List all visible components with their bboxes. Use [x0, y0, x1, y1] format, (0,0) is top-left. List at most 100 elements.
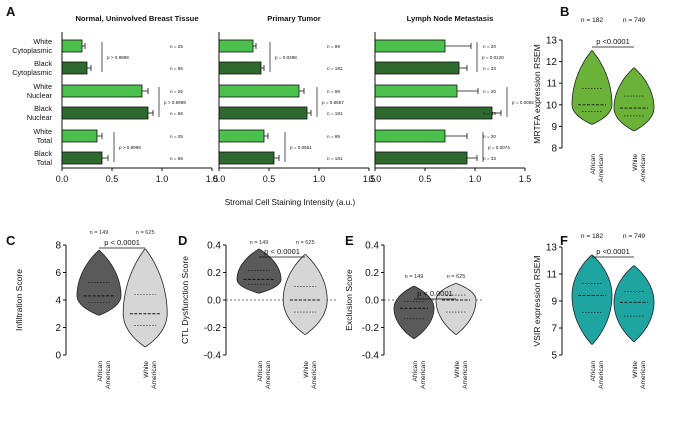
- y-axis-label: VSIR expression RSEM: [532, 255, 542, 346]
- bar: [374, 39, 446, 53]
- bar: [374, 106, 493, 120]
- n-label: n = 99: [327, 44, 340, 49]
- y-axis-label: MRTFA expression RSEM: [532, 44, 542, 144]
- x-tick-label: 0.0: [56, 174, 69, 184]
- panel-letter: C: [6, 233, 16, 248]
- violin-shape: [571, 50, 613, 125]
- n-label: n = 749: [623, 233, 646, 240]
- category-label-line: African: [412, 361, 419, 382]
- bar: [218, 151, 275, 165]
- subplot-title: Lymph Node Metastasis: [407, 14, 494, 23]
- y-tick-label: 0.4: [365, 241, 379, 252]
- category-label-line: American: [462, 361, 469, 389]
- y-tick-label: 0.2: [207, 268, 221, 279]
- n-label: n = 66: [170, 156, 183, 161]
- p-value-label: p = 0.0298: [275, 55, 297, 60]
- category-label: WhiteAmerican: [632, 361, 647, 389]
- n-label: n = 99: [327, 134, 340, 139]
- bar: [61, 84, 143, 98]
- panel-letter: D: [178, 233, 187, 248]
- category-label-line: White: [143, 361, 150, 378]
- category-label-line: African: [257, 361, 264, 382]
- n-label: n = 66: [170, 66, 183, 71]
- p-value-label: p > 0.9999: [164, 100, 186, 105]
- panel-letter: B: [560, 4, 569, 19]
- p-value-label: p = 0.0074: [488, 145, 510, 150]
- bar: [61, 129, 98, 143]
- y-axis-label: Infiltration Score: [14, 269, 24, 331]
- violin-shape: [236, 248, 282, 294]
- category-label: White Total: [33, 127, 52, 145]
- category-label-line: Cytoplasmic: [12, 46, 52, 55]
- category-label: AfricanAmerican: [97, 361, 112, 389]
- category-label-line: African: [590, 361, 597, 382]
- y-tick-label: 7: [551, 324, 557, 335]
- p-value-label: p <0.0001: [596, 247, 630, 256]
- category-label-line: American: [640, 361, 647, 389]
- x-tick-label: 1.0: [313, 174, 326, 184]
- violin-shape: [613, 265, 655, 342]
- category-label-line: American: [105, 361, 112, 389]
- category-label: AfricanAmerican: [590, 154, 605, 182]
- x-tick-label: 0.0: [213, 174, 226, 184]
- y-tick-label: 11: [547, 270, 558, 281]
- category-label-line: American: [598, 361, 605, 389]
- n-label: n = 99: [327, 89, 340, 94]
- bar: [61, 39, 83, 53]
- x-tick-label: 0.0: [369, 174, 382, 184]
- y-axis-label: CTL Dysfunction Score: [180, 256, 190, 344]
- bar: [374, 129, 446, 143]
- category-label: AfricanAmerican: [257, 361, 272, 389]
- y-tick-label: 0.0: [365, 296, 379, 307]
- panel-letter: E: [345, 233, 354, 248]
- n-label: n = 181: [327, 156, 343, 161]
- n-label: n = 149: [90, 230, 109, 236]
- x-axis-label: Stromal Cell Staining Intensity (a.u.): [225, 198, 356, 207]
- n-label: n = 625: [136, 230, 155, 236]
- x-tick-label: 0.5: [106, 174, 119, 184]
- y-tick-label: 11: [547, 79, 558, 90]
- bar: [374, 84, 458, 98]
- category-label-line: White: [33, 82, 52, 91]
- y-tick-label: 8: [551, 144, 557, 155]
- category-label-line: White: [632, 361, 639, 378]
- category-label-line: White: [454, 361, 461, 378]
- category-label: WhiteAmerican: [303, 361, 318, 389]
- panel-letter-a: A: [6, 4, 16, 19]
- x-tick-label: 1.5: [519, 174, 532, 184]
- y-axis-label: Exclusion Score: [344, 269, 354, 331]
- category-label-line: White: [33, 37, 52, 46]
- bar: [61, 151, 103, 165]
- p-value-label: p = 0.6657: [322, 100, 344, 105]
- y-tick-label: 9: [551, 297, 557, 308]
- bar: [374, 61, 460, 75]
- category-label: Black Nuclear: [27, 104, 53, 122]
- category-label-line: American: [265, 361, 272, 389]
- bar: [218, 84, 300, 98]
- bar: [218, 129, 265, 143]
- category-label-line: White: [632, 154, 639, 171]
- y-tick-label: 0.2: [365, 268, 379, 279]
- y-tick-label: 4: [55, 296, 61, 307]
- panel-letter: F: [560, 233, 568, 248]
- y-tick-label: 0: [55, 351, 61, 362]
- p-value-label: p < 0.0001: [104, 238, 140, 247]
- violin-panel-e: E -0.4 -0.2 0.0 0.2 0.4 Exclusion Score African…: [344, 233, 484, 389]
- y-tick-label: -0.4: [362, 351, 380, 362]
- y-tick-label: 10: [546, 100, 558, 111]
- violin-shape: [571, 254, 613, 345]
- p-value-label: p = 0.0120: [482, 55, 504, 60]
- category-label-line: African: [97, 361, 104, 382]
- n-label: n = 149: [405, 274, 424, 280]
- subplot-title: Primary Tumor: [267, 14, 320, 23]
- x-tick-label: 0.5: [263, 174, 276, 184]
- bar: [218, 106, 308, 120]
- y-tick-label: 8: [55, 241, 61, 252]
- p-value-label: p < 0.0001: [417, 289, 453, 298]
- category-label-line: Total: [37, 158, 53, 167]
- y-tick-label: 12: [546, 57, 558, 68]
